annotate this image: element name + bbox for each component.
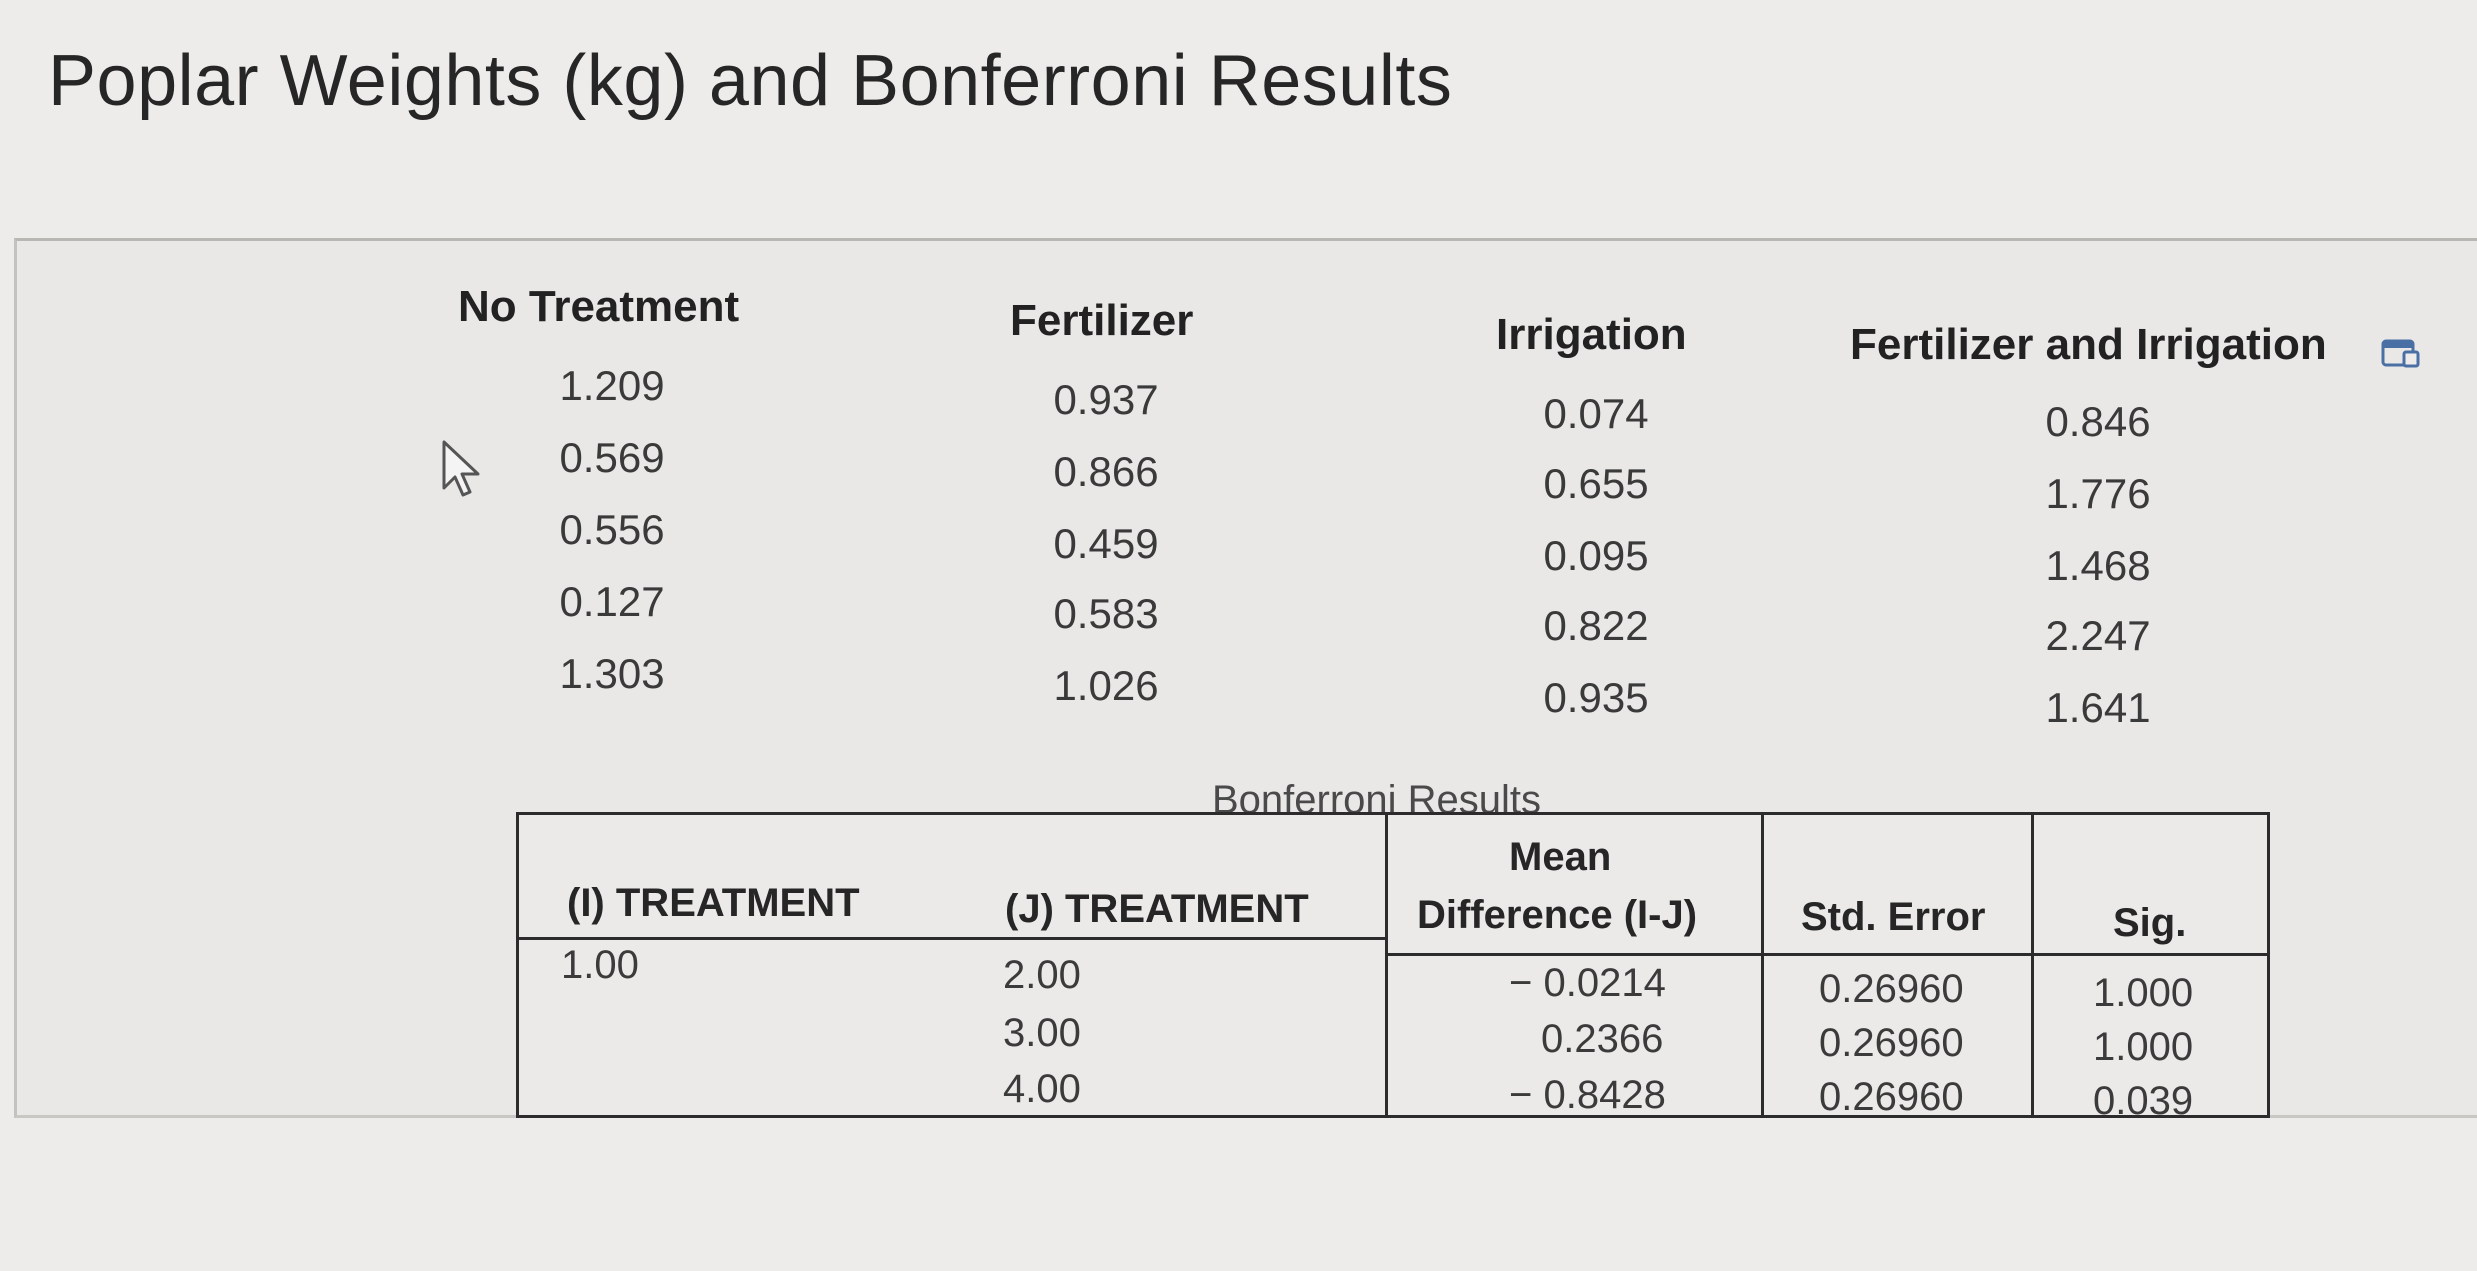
j-treatment-value: 2.00 xyxy=(1003,953,1081,997)
irrigation-value: 0.935 xyxy=(1543,674,1649,721)
no-treatment-value: 1.209 xyxy=(559,362,665,409)
no-treatment-value: 1.303 xyxy=(559,650,665,697)
sig-value: 0.039 xyxy=(2093,1079,2194,1123)
page-title: Poplar Weights (kg) and Bonferroni Resul… xyxy=(48,41,1453,121)
j-treatment-value: 3.00 xyxy=(1003,1011,1081,1055)
mouse-pointer-icon xyxy=(440,438,484,505)
fertilizer-value: 0.866 xyxy=(1053,448,1159,495)
fertilizer-value: 1.026 xyxy=(1053,662,1159,709)
fertilizer-value: 0.583 xyxy=(1053,590,1159,637)
mean-difference-value: − 0.8428 xyxy=(1509,1073,1666,1117)
std-error-value: 0.26960 xyxy=(1819,1075,1964,1119)
header-mean-difference-line1: Mean xyxy=(1509,835,1612,879)
mean-difference-value: − 0.0214 xyxy=(1509,961,1666,1005)
header-divider xyxy=(1385,953,2267,956)
column-header-irrigation: Irrigation xyxy=(1496,310,1687,359)
column-header-fertilizer-and-irrigation: Fertilizer and Irrigation xyxy=(1850,320,2327,369)
mean-difference-value: 0.2366 xyxy=(1541,1017,1664,1061)
fertilizer-and-irrigation-value: 1.641 xyxy=(2045,684,2151,731)
no-treatment-value: 0.556 xyxy=(559,506,665,553)
j-treatment-value: 4.00 xyxy=(1003,1067,1081,1111)
irrigation-value: 0.095 xyxy=(1543,532,1649,579)
no-treatment-value: 0.127 xyxy=(559,578,665,625)
column-header-no-treatment: No Treatment xyxy=(458,282,740,331)
fertilizer-and-irrigation-value: 2.247 xyxy=(2045,612,2151,659)
header-i-treatment: (I) TREATMENT xyxy=(567,881,860,925)
bonferroni-table: (I) TREATMENT (J) TREATMENT Mean Differe… xyxy=(516,812,2270,1123)
irrigation-value: 0.655 xyxy=(1543,460,1649,507)
i-treatment-value: 1.00 xyxy=(561,943,639,987)
header-std-error: Std. Error xyxy=(1801,895,1986,939)
header-mean-difference-line2: Difference (I-J) xyxy=(1417,893,1698,937)
column-divider xyxy=(1761,815,1764,1115)
std-error-value: 0.26960 xyxy=(1819,1021,1964,1065)
column-divider xyxy=(2031,815,2034,1115)
sig-value: 1.000 xyxy=(2093,971,2194,1015)
std-error-value: 0.26960 xyxy=(1819,967,1964,1011)
fertilizer-value: 0.459 xyxy=(1053,520,1159,567)
column-header-fertilizer: Fertilizer xyxy=(1010,296,1194,345)
irrigation-value: 0.822 xyxy=(1543,602,1649,649)
sig-value: 1.000 xyxy=(2093,1025,2194,1069)
header-j-treatment: (J) TREATMENT xyxy=(1005,887,1309,931)
irrigation-value: 0.074 xyxy=(1543,390,1649,437)
header-sig: Sig. xyxy=(2113,901,2187,945)
fertilizer-value: 0.937 xyxy=(1053,376,1159,423)
fertilizer-and-irrigation-value: 1.468 xyxy=(2045,542,2151,589)
fertilizer-and-irrigation-value: 0.846 xyxy=(2045,398,2151,445)
fertilizer-and-irrigation-value: 1.776 xyxy=(2045,470,2151,517)
header-divider xyxy=(519,937,1385,940)
no-treatment-value: 0.569 xyxy=(559,434,665,481)
popout-window-icon[interactable] xyxy=(2380,336,2420,375)
column-divider xyxy=(1385,815,1388,1115)
